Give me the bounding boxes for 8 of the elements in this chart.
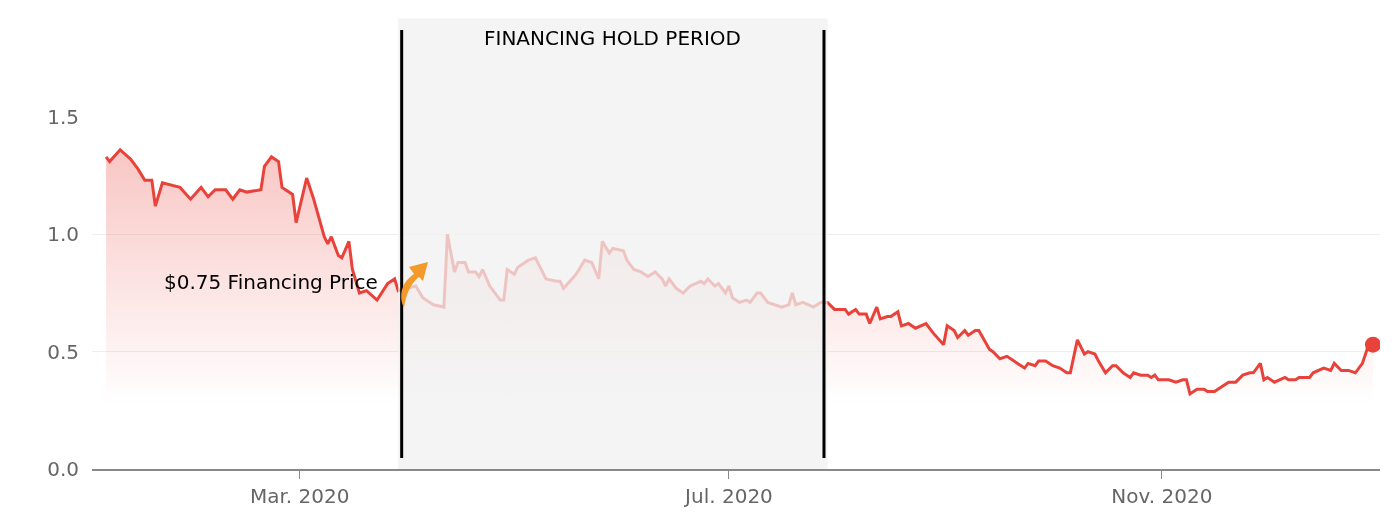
band-label: FINANCING HOLD PERIOD: [484, 26, 742, 50]
y-tick-label: 0.5: [47, 339, 79, 364]
y-tick-label: 0.0: [47, 457, 79, 481]
x-tick-label: Nov. 2020: [1111, 484, 1213, 508]
y-tick-label: 1.0: [47, 222, 79, 247]
x-tick-label: Jul. 2020: [683, 484, 773, 508]
x-tick-label: Mar. 2020: [249, 484, 350, 508]
y-tick-label: 1.5: [47, 105, 79, 129]
